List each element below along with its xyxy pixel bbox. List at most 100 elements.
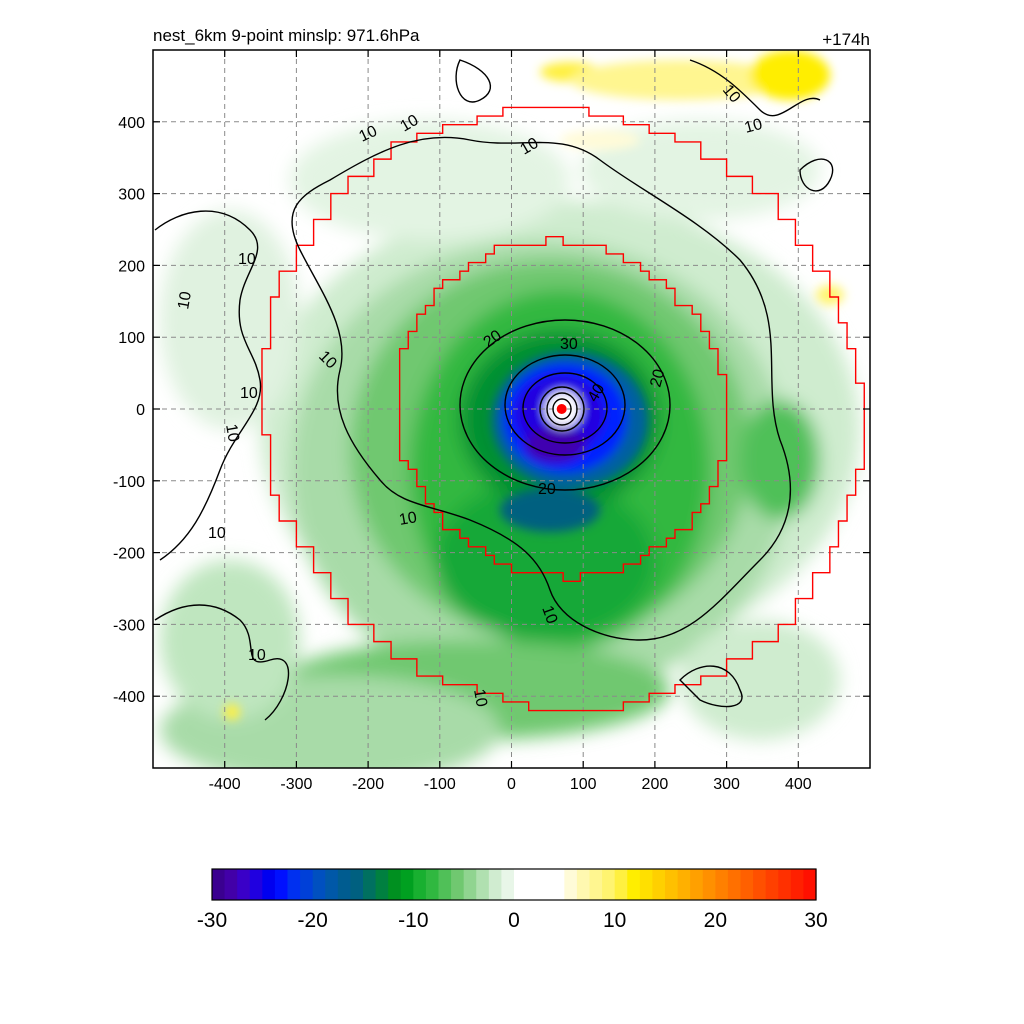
- colorbar-swatch: [325, 869, 339, 900]
- colorbar-swatch: [740, 869, 754, 900]
- colorbar-swatch: [778, 869, 792, 900]
- colorbar-swatch: [803, 869, 817, 900]
- contour-label: 10: [222, 423, 242, 444]
- x-tick-label: 0: [507, 776, 516, 793]
- colorbar-swatch: [539, 869, 553, 900]
- y-tick-label: 100: [118, 330, 145, 347]
- colorbar-swatch: [413, 869, 427, 900]
- forecast-hour: +174h: [822, 30, 870, 49]
- contour-20: [459, 319, 671, 491]
- contour-labels: 20 30 40 20 20 10 10 10 10 10 10 10 10 1…: [175, 82, 764, 709]
- x-tick-label: 400: [785, 776, 812, 793]
- contour-label: 10: [518, 135, 542, 159]
- colorbar-swatch: [665, 869, 679, 900]
- y-tick-label: 300: [118, 187, 145, 204]
- storm-center-marker: [556, 404, 567, 414]
- colorbar-swatch: [274, 869, 289, 900]
- colorbar-swatch: [501, 869, 515, 900]
- contour-label: 10: [398, 509, 419, 529]
- contour-10-northeast: [689, 59, 821, 117]
- colorbar-tick-label: 10: [603, 909, 626, 932]
- colorbar-swatch: [589, 869, 603, 900]
- y-tick-label: -200: [113, 546, 145, 563]
- colorbar-tick-label: 0: [508, 909, 520, 932]
- y-axis: -400 -300 -200 -100 0 100 200 300 400: [113, 115, 870, 706]
- colorbar-swatch: [715, 869, 729, 900]
- wind-field-shading: [160, 50, 860, 768]
- colorbar-swatch: [476, 869, 490, 900]
- colorbar-tick-label: 30: [804, 909, 827, 932]
- colorbar-swatch: [224, 869, 238, 900]
- colorbar-frame: [211, 868, 817, 901]
- colorbar-swatch: [400, 869, 414, 900]
- x-tick-label: -100: [424, 776, 456, 793]
- colorbar-swatch: [576, 869, 591, 900]
- colorbar-swatch: [363, 869, 377, 900]
- colorbar-swatch: [300, 869, 314, 900]
- colorbar-swatch: [727, 869, 742, 900]
- contour-label: 10: [743, 116, 765, 137]
- colorbar-swatch: [753, 869, 767, 900]
- contour-40: [522, 372, 608, 444]
- contour-10-north: [455, 59, 492, 103]
- x-tick-label: -200: [352, 776, 384, 793]
- colorbar-swatch: [287, 869, 301, 900]
- colorbar-swatch: [438, 869, 452, 900]
- colorbar-swatch: [627, 869, 641, 900]
- colorbar-swatch: [551, 869, 565, 900]
- contour-10-broad: [291, 136, 792, 641]
- colorbar-swatch: [375, 869, 389, 900]
- speed-contours: [154, 59, 834, 721]
- contour-label: 10: [238, 251, 256, 268]
- colorbar-swatch: [388, 869, 402, 900]
- contour-core-1: [539, 386, 585, 432]
- x-tick-label: 200: [642, 776, 669, 793]
- colorbar-swatch: [463, 869, 477, 900]
- x-tick-label: 300: [713, 776, 740, 793]
- colorbar-swatch: [526, 869, 540, 900]
- colorbar-tick-label: -30: [197, 909, 227, 932]
- contour-core-3: [552, 398, 572, 420]
- colorbar-labels: -30 -20 -10 0 10 20 30: [197, 909, 828, 932]
- contour-label: 40: [585, 381, 609, 405]
- contour-label: 10: [398, 112, 422, 136]
- colorbar-tick-label: -20: [297, 909, 327, 932]
- y-tick-label: -300: [113, 617, 145, 634]
- contour-10-southwest: [154, 604, 290, 721]
- colorbar-swatch: [237, 869, 251, 900]
- contour-label: 10: [357, 123, 380, 146]
- colorbar-swatch: [790, 869, 805, 900]
- chart-title: nest_6km 9-point minslp: 971.6hPa: [153, 26, 420, 45]
- contour-label: 10: [175, 290, 195, 311]
- colorbar-swatch: [639, 869, 654, 900]
- contour-label: 10: [208, 525, 226, 542]
- contour-10-west: [154, 210, 262, 561]
- contour-label: 30: [560, 336, 578, 353]
- y-tick-label: 400: [118, 115, 145, 132]
- contour-label: 20: [538, 481, 556, 498]
- grid-lines: [153, 50, 870, 768]
- colorbar-swatch: [677, 869, 691, 900]
- colorbar-swatch: [262, 869, 276, 900]
- colorbar-swatch: [488, 869, 503, 900]
- x-axis: -400 -300 -200 -100 0 100 200 300 400: [209, 50, 812, 793]
- colorbar-swatch: [702, 869, 716, 900]
- contour-label: 10: [538, 604, 560, 627]
- contour-label: 10: [240, 385, 258, 402]
- contour-30: [504, 354, 626, 456]
- colorbar-swatch: [337, 869, 352, 900]
- colorbar-swatch: [614, 869, 628, 900]
- colorbar-swatch: [350, 869, 364, 900]
- x-tick-label: -400: [209, 776, 241, 793]
- contour-10-south: [679, 665, 743, 708]
- colorbar-swatch: [652, 869, 666, 900]
- colorbar-tick-label: 20: [704, 909, 727, 932]
- y-tick-label: -100: [113, 474, 145, 491]
- colorbar-swatch: [425, 869, 440, 900]
- colorbar: [211, 868, 817, 901]
- colorbar-swatch: [212, 869, 226, 900]
- colorbar-swatch: [514, 869, 528, 900]
- colorbar-tick-label: -10: [398, 909, 428, 932]
- colorbar-swatch: [602, 869, 616, 900]
